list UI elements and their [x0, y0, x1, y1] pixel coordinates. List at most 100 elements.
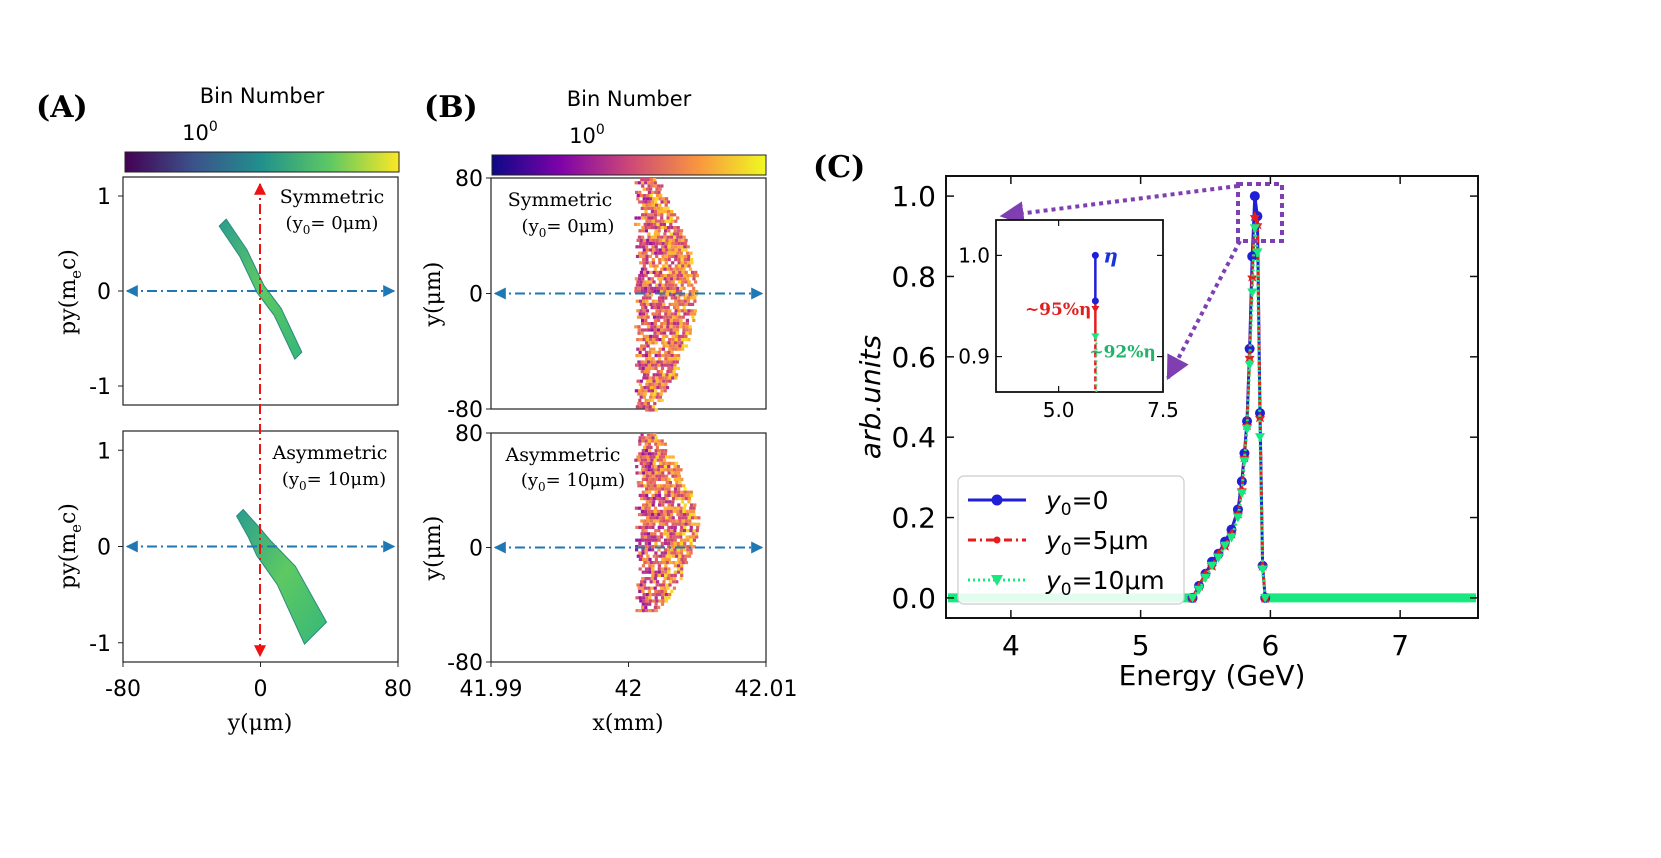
ytick-label-a: -1 [89, 375, 111, 400]
inset-xtick-label: 7.5 [1147, 398, 1179, 422]
panel-label-c: (C) [813, 150, 865, 185]
ylabel-a-top: py(mec) [56, 249, 85, 335]
particle-cloud-b-symmetric [634, 178, 699, 412]
xtick-label-b: 41.99 [460, 677, 523, 702]
ytick-label-c: 1.0 [891, 180, 936, 213]
ytick-label-b: 80 [455, 422, 483, 447]
xtick-label-c: 4 [1002, 629, 1020, 662]
series-point-1 [1244, 351, 1255, 362]
colorbar-b-title: Bin Number [567, 87, 692, 111]
series-point-0 [1244, 343, 1255, 354]
label-b-asymmetric: Asymmetric [505, 444, 621, 466]
legend-marker-0 [991, 494, 1003, 506]
series-point-2 [1236, 489, 1247, 499]
colorbar-a-title: Bin Number [200, 84, 325, 108]
label-a-symmetric: Symmetric [280, 186, 384, 208]
series-point-2 [1239, 457, 1250, 467]
series-point-1 [1247, 271, 1258, 282]
colorbar-a-tick: 100 [182, 119, 218, 145]
inset-ytick-label: 0.9 [958, 345, 990, 369]
series-point-2 [1249, 224, 1260, 234]
ytick-label-a: 1 [97, 439, 111, 464]
legend-marker-1 [993, 536, 1001, 544]
inset-xtick-label: 5.0 [1043, 398, 1075, 422]
ytick-label-c: 0.4 [891, 421, 936, 454]
ytick-label-b: 0 [469, 537, 483, 562]
label-a-asymmetric: Asymmetric [272, 442, 388, 464]
zoom-arrow-bottom [1166, 240, 1242, 381]
ytick-label-c: 0.6 [891, 341, 936, 374]
series-point-2 [1200, 573, 1211, 583]
panel-a: (A) Bin Number 100 Symmetric (y0= 0μm) A… [36, 84, 412, 736]
xtick-label-a: -80 [105, 677, 141, 702]
ytick-label-c: 0.2 [891, 502, 936, 535]
legend-label-0: y0=0 [1045, 486, 1108, 520]
colorbar-b-tick: 100 [569, 122, 605, 148]
xtick-label-c: 7 [1391, 629, 1409, 662]
xtick-label-b: 42 [615, 677, 643, 702]
series-point-2 [1226, 533, 1237, 543]
panel-label-a: (A) [36, 90, 88, 125]
series-point-2 [1207, 561, 1217, 571]
panel-label-b: (B) [424, 90, 478, 125]
series-point-2 [1232, 513, 1243, 523]
label-b-symmetric: Symmetric [508, 189, 612, 211]
ylabel-c: arb.units [854, 335, 887, 459]
ytick-label-b: -80 [447, 398, 483, 423]
zoom-box [1236, 182, 1284, 243]
series-point-1 [1255, 412, 1266, 423]
ylabel-b-bottom: y(μm) [421, 516, 446, 582]
xtick-label-a: 80 [384, 677, 412, 702]
series-point-2 [1213, 553, 1224, 563]
series-point-2 [1194, 585, 1205, 595]
ytick-label-a: 0 [97, 536, 111, 561]
ytick-label-b: -80 [447, 651, 483, 676]
legend-marker-2 [991, 575, 1003, 586]
inset-point-red [1091, 306, 1100, 314]
ytick-label-a: 0 [97, 280, 111, 305]
label-a-symmetric-y0: (y0= 0μm) [286, 213, 379, 237]
legend-label-2: y0=10μm [1045, 566, 1165, 600]
xtick-label-a: 0 [254, 677, 268, 702]
series-point-2 [1255, 433, 1266, 443]
series-point-2 [1219, 541, 1230, 551]
ytick-label-b: 0 [469, 283, 483, 308]
inset-annotation-red: ~95%η [1025, 300, 1091, 320]
series-point-1 [1249, 211, 1260, 222]
colorbar-a [124, 151, 400, 173]
ytick-label-c: 0.0 [891, 582, 936, 615]
ylabel-b-top: y(μm) [421, 262, 446, 328]
series-point-2 [1242, 425, 1253, 435]
xlabel-a: y(μm) [227, 711, 293, 736]
xlabel-c: Energy (GeV) [1119, 659, 1306, 692]
legend-label-1: y0=5μm [1045, 526, 1149, 560]
ylabel-a-bottom: py(mec) [56, 503, 85, 589]
label-b-symmetric-y0: (y0= 0μm) [522, 216, 615, 240]
series-point-2 [1252, 248, 1263, 258]
label-a-asymmetric-y0: (y0= 10μm) [282, 469, 386, 493]
series-point-2 [1257, 565, 1268, 575]
series-point-2 [1187, 593, 1198, 603]
panel-b: (B) Bin Number 100 Symmetric (y0= 0μm) A… [421, 87, 797, 736]
ytick-label-a: 1 [97, 185, 111, 210]
ytick-label-b: 80 [455, 167, 483, 192]
series-point-2 [1247, 288, 1258, 298]
inset-point-green [1091, 333, 1100, 341]
ytick-label-a: -1 [89, 632, 111, 657]
inset-annotation-green: ~92%η [1089, 343, 1155, 363]
legend [957, 475, 1185, 605]
inset-ytick-label: 1.0 [958, 243, 990, 267]
xtick-label-c: 6 [1261, 629, 1279, 662]
xlabel-b: x(mm) [592, 711, 663, 736]
inset-frame [995, 219, 1164, 393]
series-point-2 [1244, 360, 1255, 370]
series-point-2 [1260, 593, 1271, 603]
inset-point-blue [1091, 251, 1099, 259]
colorbar-b [491, 154, 767, 176]
panel-c: (C) 4 5 6 70.00.20.40.60.81.0 Energy (GeV) … [813, 150, 1479, 692]
inset-point-blue-2 [1091, 297, 1099, 305]
inset-annotation-eta: η [1103, 243, 1118, 267]
series-point-0 [1249, 191, 1260, 202]
label-b-asymmetric-y0: (y0= 10μm) [521, 470, 625, 494]
xtick-label-c: 5 [1132, 629, 1150, 662]
